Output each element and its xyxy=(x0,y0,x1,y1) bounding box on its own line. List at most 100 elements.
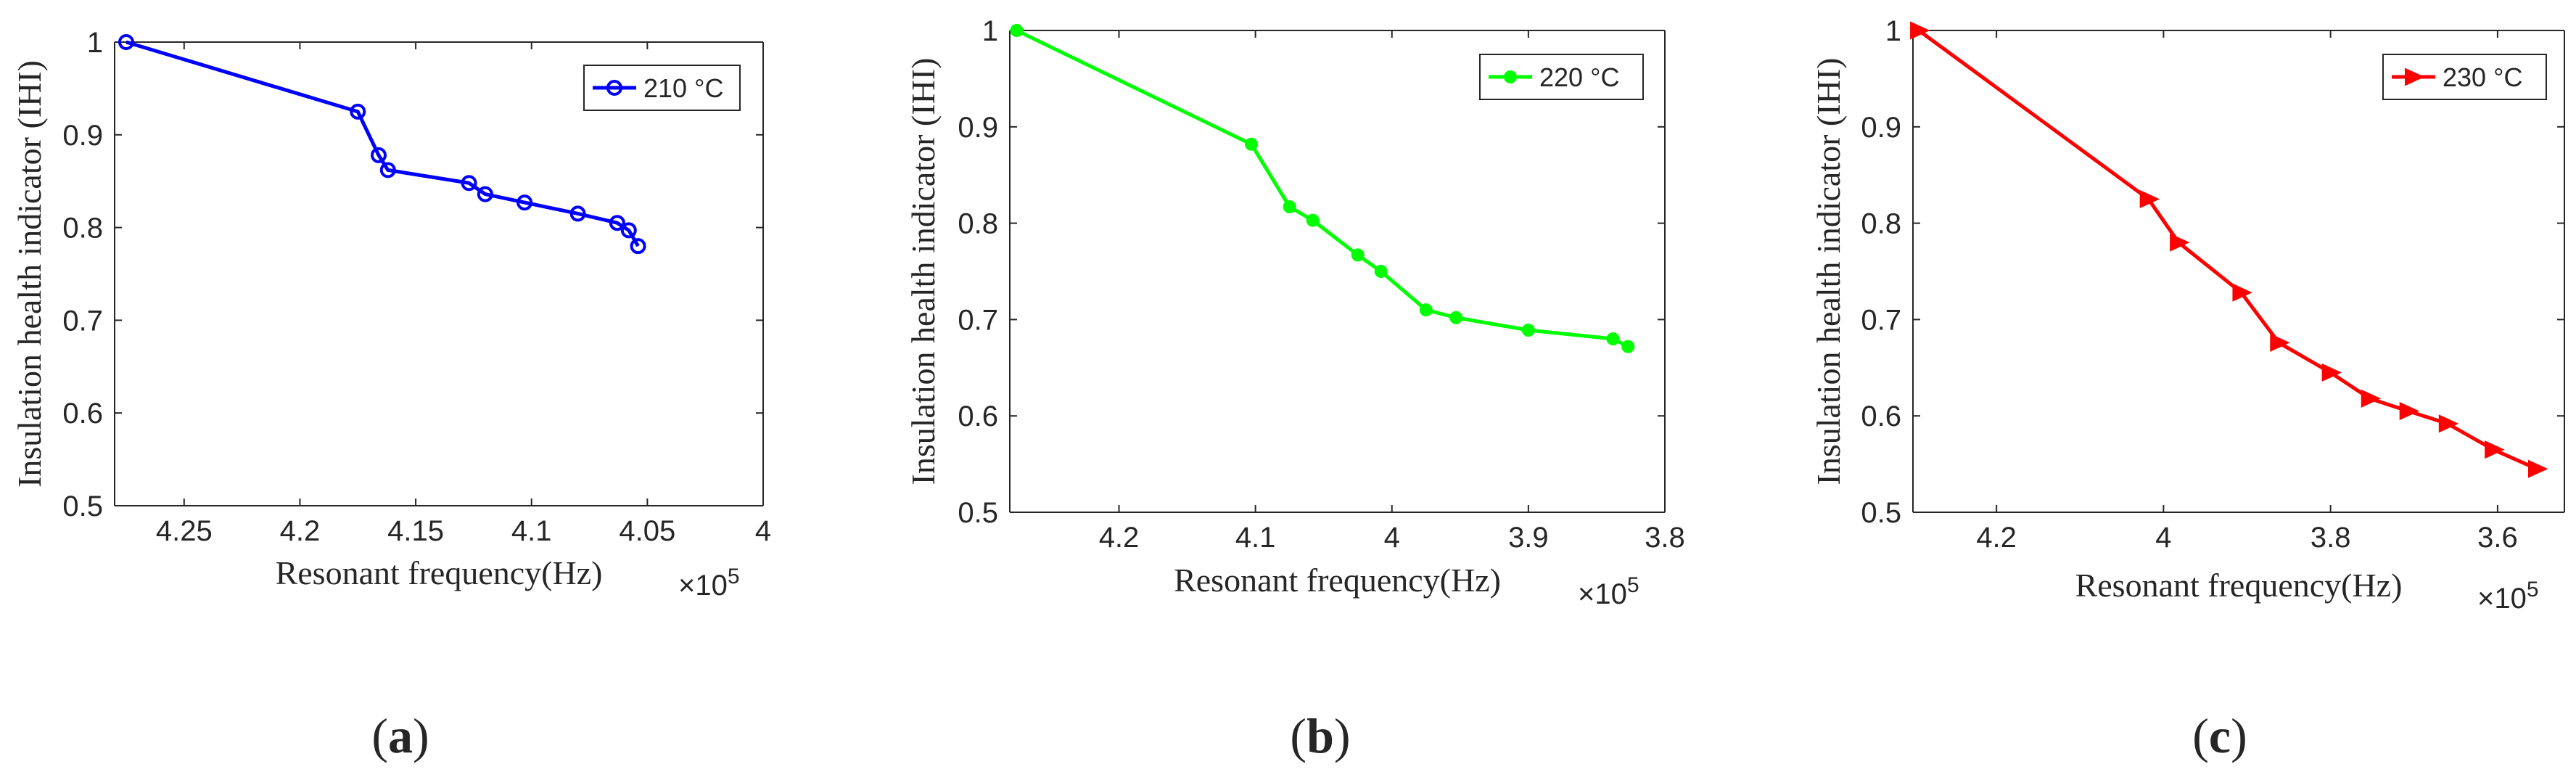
x-tick-label: 4.1 xyxy=(1235,522,1276,554)
legend-label: 230 °C xyxy=(2443,62,2522,92)
data-point-marker xyxy=(1521,324,1535,337)
y-tick-label: 1 xyxy=(87,27,103,59)
panel-caption: (b) xyxy=(1290,708,1350,763)
data-point-marker xyxy=(517,194,533,211)
chart-panel-b: 4.2 4.1 4 3.9 3.8 0.5 0.6 0.7 0.8 0.9 1 Resonant fr… xyxy=(905,15,1685,763)
y-tick-label: 0.6 xyxy=(62,398,103,430)
y-tick-label: 0.5 xyxy=(958,497,998,529)
y-tick-label: 0.9 xyxy=(1861,112,1901,144)
x-scale-exponent-label: ×105 xyxy=(1578,573,1639,610)
legend: 230 °C xyxy=(2382,54,2547,100)
x-tick-label: 4.2 xyxy=(1976,522,2017,554)
legend: 210 °C xyxy=(583,65,741,111)
data-point-marker xyxy=(1351,248,1365,262)
x-scale-power: 5 xyxy=(2527,578,2539,602)
data-point-marker xyxy=(1621,340,1635,353)
x-tick-label: 3.6 xyxy=(2477,522,2518,554)
x-tick-label: 4.05 xyxy=(619,515,675,547)
data-point-marker xyxy=(477,186,493,202)
x-tick-label: 4 xyxy=(2155,522,2171,554)
y-tick-label: 0.5 xyxy=(62,490,103,522)
x-tick-label: 4.1 xyxy=(511,515,552,547)
x-tick-label: 4.2 xyxy=(1099,522,1140,554)
x-tick-label: 3.8 xyxy=(2310,522,2351,554)
caption-letter: b xyxy=(1306,708,1334,763)
plot-area xyxy=(115,42,763,506)
data-point-marker xyxy=(118,34,134,50)
data-point-marker xyxy=(2232,283,2252,302)
legend-marker-swatch xyxy=(606,80,622,96)
x-tick-label: 3.8 xyxy=(1645,522,1685,554)
data-point-marker xyxy=(2438,414,2459,433)
caption-close-paren: ) xyxy=(2231,708,2247,763)
y-tick-label: 0.8 xyxy=(62,213,103,245)
data-point-marker xyxy=(2399,402,2420,421)
y-tick-label: 1 xyxy=(982,15,998,47)
plot-area xyxy=(1010,30,1665,512)
data-point-marker xyxy=(630,238,646,255)
data-point-marker xyxy=(350,103,366,120)
y-tick-label: 0.7 xyxy=(62,305,103,337)
data-point-marker xyxy=(1606,332,1620,345)
caption-open-paren: ( xyxy=(371,708,388,763)
data-point-marker xyxy=(2139,189,2160,208)
data-point-marker xyxy=(1010,24,1024,37)
chart-panel-c: 4.2 4 3.8 3.6 0.5 0.6 0.7 0.8 0.9 1 Resonant frequ… xyxy=(1810,15,2565,763)
series-line-a xyxy=(125,40,640,247)
y-tick-label: 0.6 xyxy=(958,401,998,432)
y-tick-label: 0.9 xyxy=(62,120,103,152)
y-axis-title: Insulation health indicator (IHI) xyxy=(11,60,48,488)
data-point-marker xyxy=(609,215,625,231)
x-scale-power: 5 xyxy=(1627,573,1639,597)
y-axis-title: Insulation health indicator (IHI) xyxy=(905,58,942,485)
data-point-marker xyxy=(1419,303,1433,317)
x-tick-label: 4.25 xyxy=(156,515,213,547)
x-tick-label: 3.9 xyxy=(1508,522,1549,554)
data-point-marker xyxy=(461,175,477,192)
x-tick-label: 4.15 xyxy=(387,515,444,547)
data-point-marker xyxy=(2361,389,2382,408)
y-axis-title: Insulation health indicator (IHI) xyxy=(1810,58,1847,485)
x-tick-label: 4 xyxy=(755,515,771,547)
data-point-marker xyxy=(2170,233,2190,252)
legend-marker-swatch xyxy=(2405,67,2425,86)
legend: 220 °C xyxy=(1479,54,1644,100)
chart-panel-a: 4.25 4.2 4.15 4.1 4.05 4 0.5 0.6 0.7 0.8 0.9 1 Reson… xyxy=(11,27,771,763)
panel-caption: (c) xyxy=(2192,708,2247,763)
x-tick-label: 4.2 xyxy=(280,515,321,547)
legend-label: 210 °C xyxy=(643,73,723,103)
x-scale-base: ×10 xyxy=(678,570,728,602)
y-tick-label: 1 xyxy=(1885,15,1901,47)
caption-letter: a xyxy=(388,708,413,763)
data-point-marker xyxy=(370,147,387,163)
panel-caption: (a) xyxy=(371,708,429,763)
caption-open-paren: ( xyxy=(1290,708,1306,763)
x-axis-title: Resonant frequency(Hz) xyxy=(1174,562,1501,599)
x-tick-label: 4 xyxy=(1384,522,1400,554)
x-axis-title: Resonant frequency(Hz) xyxy=(2075,567,2403,604)
y-tick-label: 0.8 xyxy=(1861,208,1901,240)
x-scale-power: 5 xyxy=(728,565,740,588)
caption-letter: c xyxy=(2209,708,2231,763)
y-tick-label: 0.7 xyxy=(958,304,998,336)
data-point-marker xyxy=(379,162,396,178)
x-scale-exponent-label: ×105 xyxy=(678,565,740,602)
data-point-marker xyxy=(2528,459,2548,478)
data-point-marker xyxy=(1374,265,1388,278)
data-point-marker xyxy=(2321,363,2342,382)
data-point-marker xyxy=(620,222,637,239)
caption-close-paren: ) xyxy=(1334,708,1351,763)
data-point-marker xyxy=(1910,21,1930,40)
x-scale-base: ×10 xyxy=(2477,583,2527,615)
x-scale-base: ×10 xyxy=(1578,578,1627,610)
data-point-marker xyxy=(2485,440,2505,459)
y-tick-label: 0.6 xyxy=(1861,401,1901,432)
caption-open-paren: ( xyxy=(2192,708,2209,763)
y-tick-label: 0.9 xyxy=(958,112,998,144)
legend-box xyxy=(583,65,741,111)
plot-area xyxy=(1913,30,2564,512)
y-tick-label: 0.8 xyxy=(958,208,998,240)
y-tick-label: 0.5 xyxy=(1861,497,1901,529)
data-point-marker xyxy=(2270,333,2290,352)
